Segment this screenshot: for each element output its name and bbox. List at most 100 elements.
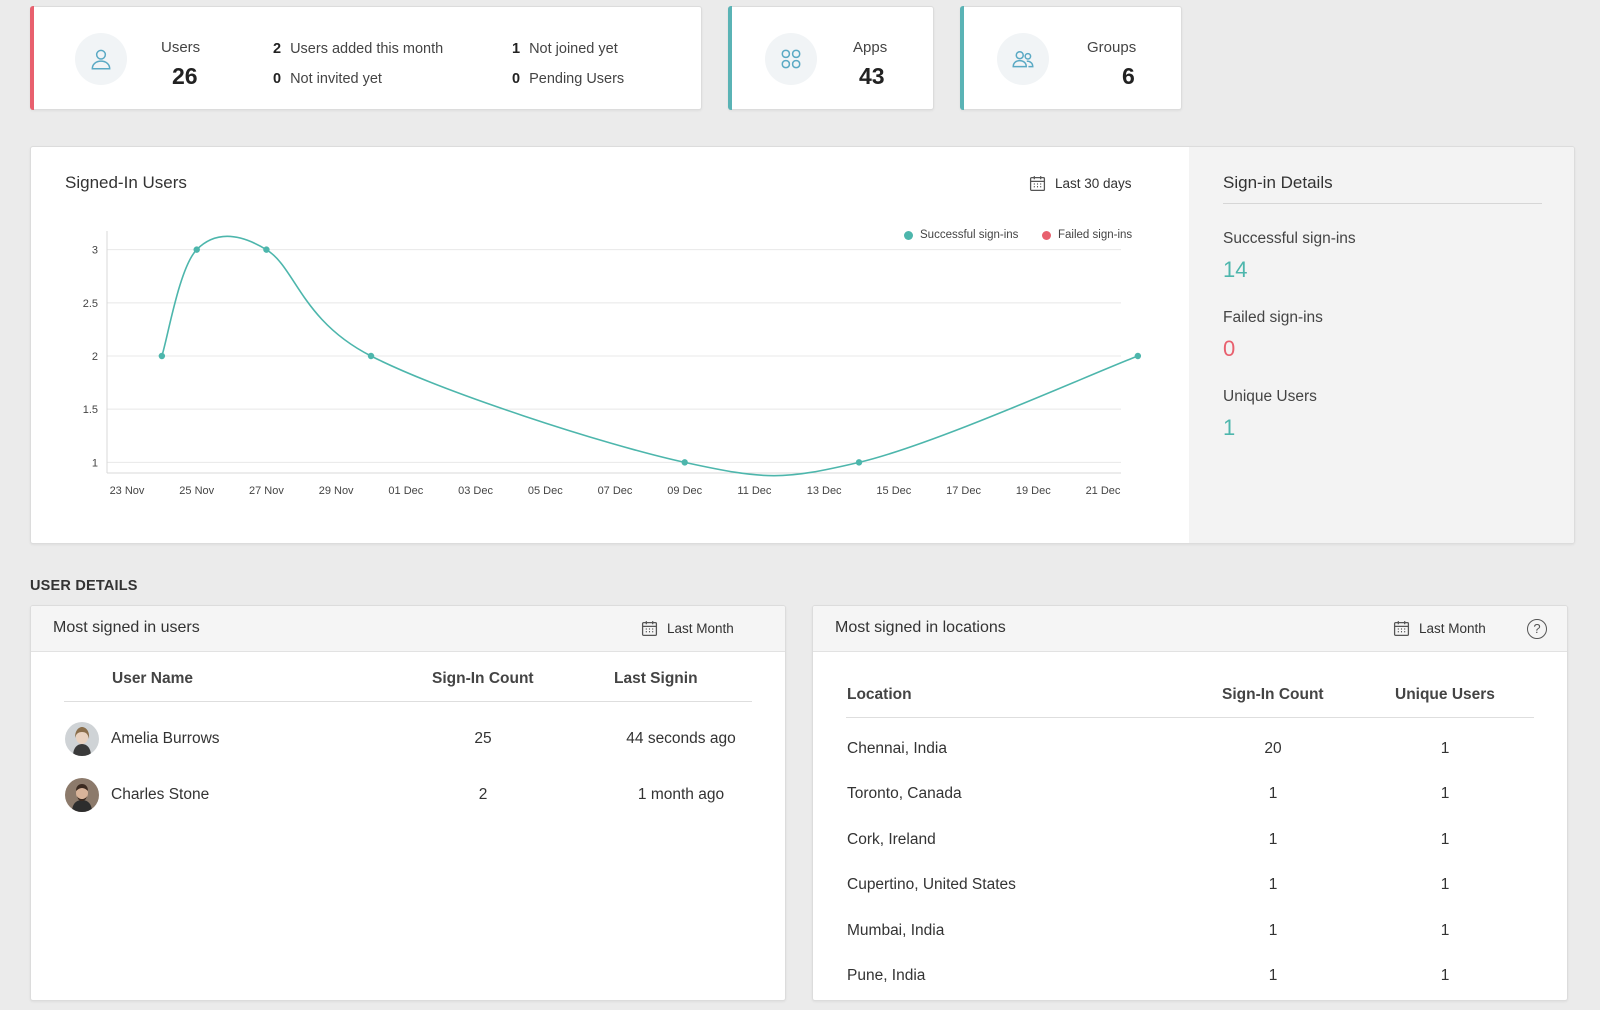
chart-range-label: Last 30 days: [1055, 176, 1132, 191]
unique-users-value: 1: [1223, 415, 1236, 440]
location-name: Mumbai, India: [847, 922, 945, 939]
locations-header-divider: [846, 717, 1534, 718]
col-last-signin[interactable]: Last Signin: [614, 670, 698, 687]
avatar: [65, 722, 99, 756]
legend-failed-swatch: [1042, 230, 1051, 240]
failed-signins-label: Failed sign-ins: [1223, 309, 1323, 326]
location-unique-users: 1: [1440, 967, 1450, 984]
col-signin-count[interactable]: Sign-In Count: [432, 670, 534, 687]
help-icon[interactable]: ?: [1527, 619, 1547, 639]
calendar-icon: [1029, 176, 1046, 192]
users-not-joined[interactable]: 1 Not joined yet: [512, 41, 618, 57]
data-point: [681, 459, 688, 466]
x-tick-label: 09 Dec: [667, 485, 702, 497]
y-tick-label: 1: [92, 457, 98, 469]
apps-grid-icon: [765, 33, 817, 85]
groups-label: Groups: [1087, 39, 1137, 56]
location-name: Toronto, Canada: [847, 785, 962, 802]
col-location[interactable]: Location: [847, 686, 912, 703]
signin-details-title: Sign-in Details: [1223, 173, 1333, 192]
col-user-name[interactable]: User Name: [112, 670, 193, 687]
locations-range-label: Last Month: [1419, 621, 1486, 636]
user-details-heading: USER DETAILS: [30, 578, 138, 594]
legend-successful[interactable]: Successful sign-ins: [904, 229, 1018, 241]
users-count: 26: [172, 63, 198, 89]
location-unique-users: 1: [1440, 740, 1450, 757]
x-tick-label: 15 Dec: [876, 485, 911, 497]
groups-card-accent: [960, 6, 964, 110]
most-signed-users-header: Most signed in users Last Month: [31, 606, 785, 652]
x-tick-label: 05 Dec: [528, 485, 563, 497]
avatar: [65, 778, 99, 812]
data-point: [367, 352, 375, 360]
x-tick-label: 19 Dec: [1016, 485, 1051, 497]
legend-failed[interactable]: Failed sign-ins: [1042, 229, 1132, 241]
data-point: [158, 352, 166, 360]
users-stat-card[interactable]: Users 26 2 Users added this month 0 Not in…: [30, 6, 702, 110]
x-tick-label: 03 Dec: [458, 485, 493, 497]
x-tick-label: 29 Nov: [319, 485, 354, 497]
most-signed-locations-title: Most signed in locations: [835, 619, 1006, 636]
users-pending[interactable]: 0 Pending Users: [512, 71, 625, 87]
location-name: Cupertino, United States: [847, 876, 1016, 893]
successful-signins-label: Successful sign-ins: [1223, 230, 1356, 247]
legend-successful-label: Successful sign-ins: [920, 229, 1019, 241]
x-tick-label: 23 Nov: [110, 485, 145, 497]
users-range-label: Last Month: [667, 621, 734, 636]
location-signin-count: 20: [1264, 740, 1282, 757]
locations-range-selector[interactable]: Last Month: [1393, 620, 1486, 637]
series-line: [161, 235, 1139, 477]
y-tick-label: 2: [92, 351, 98, 363]
signin-details-divider: [1223, 203, 1542, 204]
calendar-icon: [641, 621, 658, 637]
user-name[interactable]: Amelia Burrows: [111, 730, 220, 747]
location-unique-users: 1: [1440, 785, 1450, 802]
most-signed-locations-header: Most signed in locations Last Month ?: [813, 606, 1567, 652]
chart-range-selector[interactable]: Last 30 days: [1029, 175, 1132, 192]
apps-stat-card[interactable]: Apps 43: [728, 6, 934, 110]
data-point: [855, 459, 863, 466]
col-unique-users[interactable]: Unique Users: [1395, 686, 1495, 703]
y-tick-label: 3: [92, 245, 98, 257]
user-name[interactable]: Charles Stone: [111, 786, 210, 803]
x-tick-label: 25 Nov: [179, 485, 214, 497]
group-icon: [997, 33, 1049, 85]
x-tick-label: 27 Nov: [249, 485, 284, 497]
signin-details-panel: Sign-in Details Successful sign-ins 14 F…: [1189, 147, 1574, 543]
calendar-icon: [1393, 621, 1410, 637]
x-tick-label: 13 Dec: [807, 485, 842, 497]
chart-title: Signed-In Users: [65, 173, 187, 192]
most-signed-users-card: Most signed in users Last Month User Nam…: [30, 605, 786, 1001]
y-tick-label: 1.5: [83, 404, 98, 416]
users-range-selector[interactable]: Last Month: [641, 620, 734, 637]
data-point: [1134, 352, 1142, 360]
groups-stat-card[interactable]: Groups 6: [960, 6, 1182, 110]
data-point: [263, 246, 270, 253]
location-unique-users: 1: [1440, 876, 1450, 893]
legend-successful-swatch: [904, 230, 913, 240]
location-name: Chennai, India: [847, 740, 947, 757]
failed-signins-value: 0: [1223, 336, 1236, 361]
x-tick-label: 17 Dec: [946, 485, 981, 497]
users-header-divider: [64, 701, 752, 702]
user-last-signin: 44 seconds ago: [626, 730, 736, 747]
user-last-signin: 1 month ago: [637, 786, 725, 803]
groups-count: 6: [1122, 63, 1135, 89]
users-added-this-month[interactable]: 2 Users added this month: [273, 41, 444, 57]
user-signin-count: 2: [478, 786, 488, 803]
legend-failed-label: Failed sign-ins: [1058, 229, 1133, 241]
user-icon: [75, 33, 127, 85]
user-signin-count: 25: [474, 730, 492, 747]
location-unique-users: 1: [1440, 831, 1450, 848]
data-point: [193, 246, 200, 253]
location-name: Cork, Ireland: [847, 831, 936, 848]
signed-in-users-card: Signed-In Users Last 30 days Successful …: [30, 146, 1575, 544]
location-unique-users: 1: [1440, 922, 1450, 939]
users-not-invited[interactable]: 0 Not invited yet: [273, 71, 382, 87]
unique-users-label: Unique Users: [1223, 388, 1317, 405]
x-tick-label: 21 Dec: [1086, 485, 1121, 497]
col-signin-count[interactable]: Sign-In Count: [1222, 686, 1324, 703]
location-signin-count: 1: [1268, 922, 1278, 939]
apps-count: 43: [859, 63, 885, 89]
x-tick-label: 11 Dec: [737, 485, 772, 497]
